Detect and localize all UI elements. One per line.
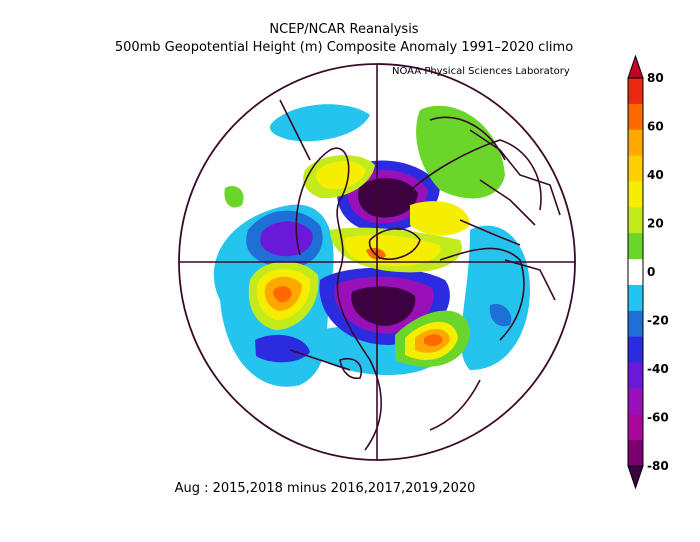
- colorbar-tick-label: 60: [647, 120, 664, 134]
- colorbar-overflow-high: [627, 54, 644, 79]
- colorbar-segment: [628, 181, 643, 208]
- colorbar-tick-label: 0: [647, 265, 655, 279]
- plot-title: 500mb Geopotential Height (m) Composite …: [114, 40, 574, 55]
- composite-caption: Aug : 2015,2018 minus 2016,2017,2019,202…: [174, 481, 476, 496]
- high-siberia: [410, 201, 470, 236]
- high-pacific-core: [273, 286, 292, 303]
- map-boundary: [178, 63, 576, 461]
- colorbar-segment: [628, 78, 643, 105]
- positive-anomaly-west: [224, 185, 244, 208]
- negative-anomaly-arctic-top: [270, 104, 370, 142]
- colorbar-overflow-low: [627, 465, 644, 490]
- high-atlantic-core: [424, 334, 443, 347]
- coastline-hudson-bay: [339, 358, 362, 380]
- low-aleutian-south: [255, 334, 310, 363]
- colorbar-segment: [628, 440, 643, 467]
- colorbar-segment: [628, 155, 643, 182]
- colorbar-tick-label: -20: [647, 314, 669, 328]
- us-canada-border: [289, 349, 351, 371]
- colorbar-segment: [628, 388, 643, 415]
- graticule: [179, 64, 575, 460]
- low-europe: [489, 304, 512, 327]
- anomaly-field: [213, 104, 530, 387]
- colorbar-segment: [628, 233, 643, 260]
- coastline-europe-africa: [429, 379, 481, 431]
- colorbar: 80 60 40 20 0 -20 -40 -60 -80: [627, 54, 669, 490]
- colorbar-frame: [627, 77, 644, 467]
- colorbar-segment: [628, 284, 643, 312]
- country-borders-eurasia: [459, 129, 561, 301]
- colorbar-segment: [628, 129, 643, 157]
- coastline-eurasia-east: [399, 139, 542, 211]
- colorbar-segment: [628, 259, 643, 286]
- dataset-title: NCEP/NCAR Reanalysis: [269, 22, 419, 37]
- colorbar-tick-label: -60: [647, 411, 669, 425]
- colorbar-segment: [628, 207, 643, 234]
- low-siberia-core: [358, 178, 418, 218]
- colorbar-segment: [628, 310, 643, 338]
- colorbar-tick-label: 40: [647, 168, 664, 182]
- credit-text: NOAA Physical Sciences Laboratory: [392, 66, 570, 77]
- colorbar-segment: [628, 362, 643, 389]
- coastline-eurasia-west: [439, 247, 525, 341]
- high-bering: [316, 161, 366, 190]
- high-pole: [344, 234, 441, 267]
- low-canada-core: [351, 286, 416, 326]
- coastline-alaska: [279, 99, 311, 161]
- colorbar-tick-label: 20: [647, 217, 664, 231]
- colorbar-segment: [628, 336, 643, 364]
- colorbar-tick-label: 80: [647, 71, 664, 85]
- colorbar-segment: [628, 103, 643, 131]
- colorbar-tick-label: -80: [647, 459, 669, 473]
- coastline-greenland: [368, 228, 421, 260]
- negative-anomaly-europe: [461, 225, 530, 370]
- low-north-pacific-core: [260, 221, 313, 257]
- positive-anomaly-asia: [416, 105, 505, 199]
- coastlines: [279, 99, 561, 451]
- coastline-north-america: [295, 147, 382, 451]
- colorbar-tick-label: -40: [647, 362, 669, 376]
- colorbar-segment: [628, 414, 643, 441]
